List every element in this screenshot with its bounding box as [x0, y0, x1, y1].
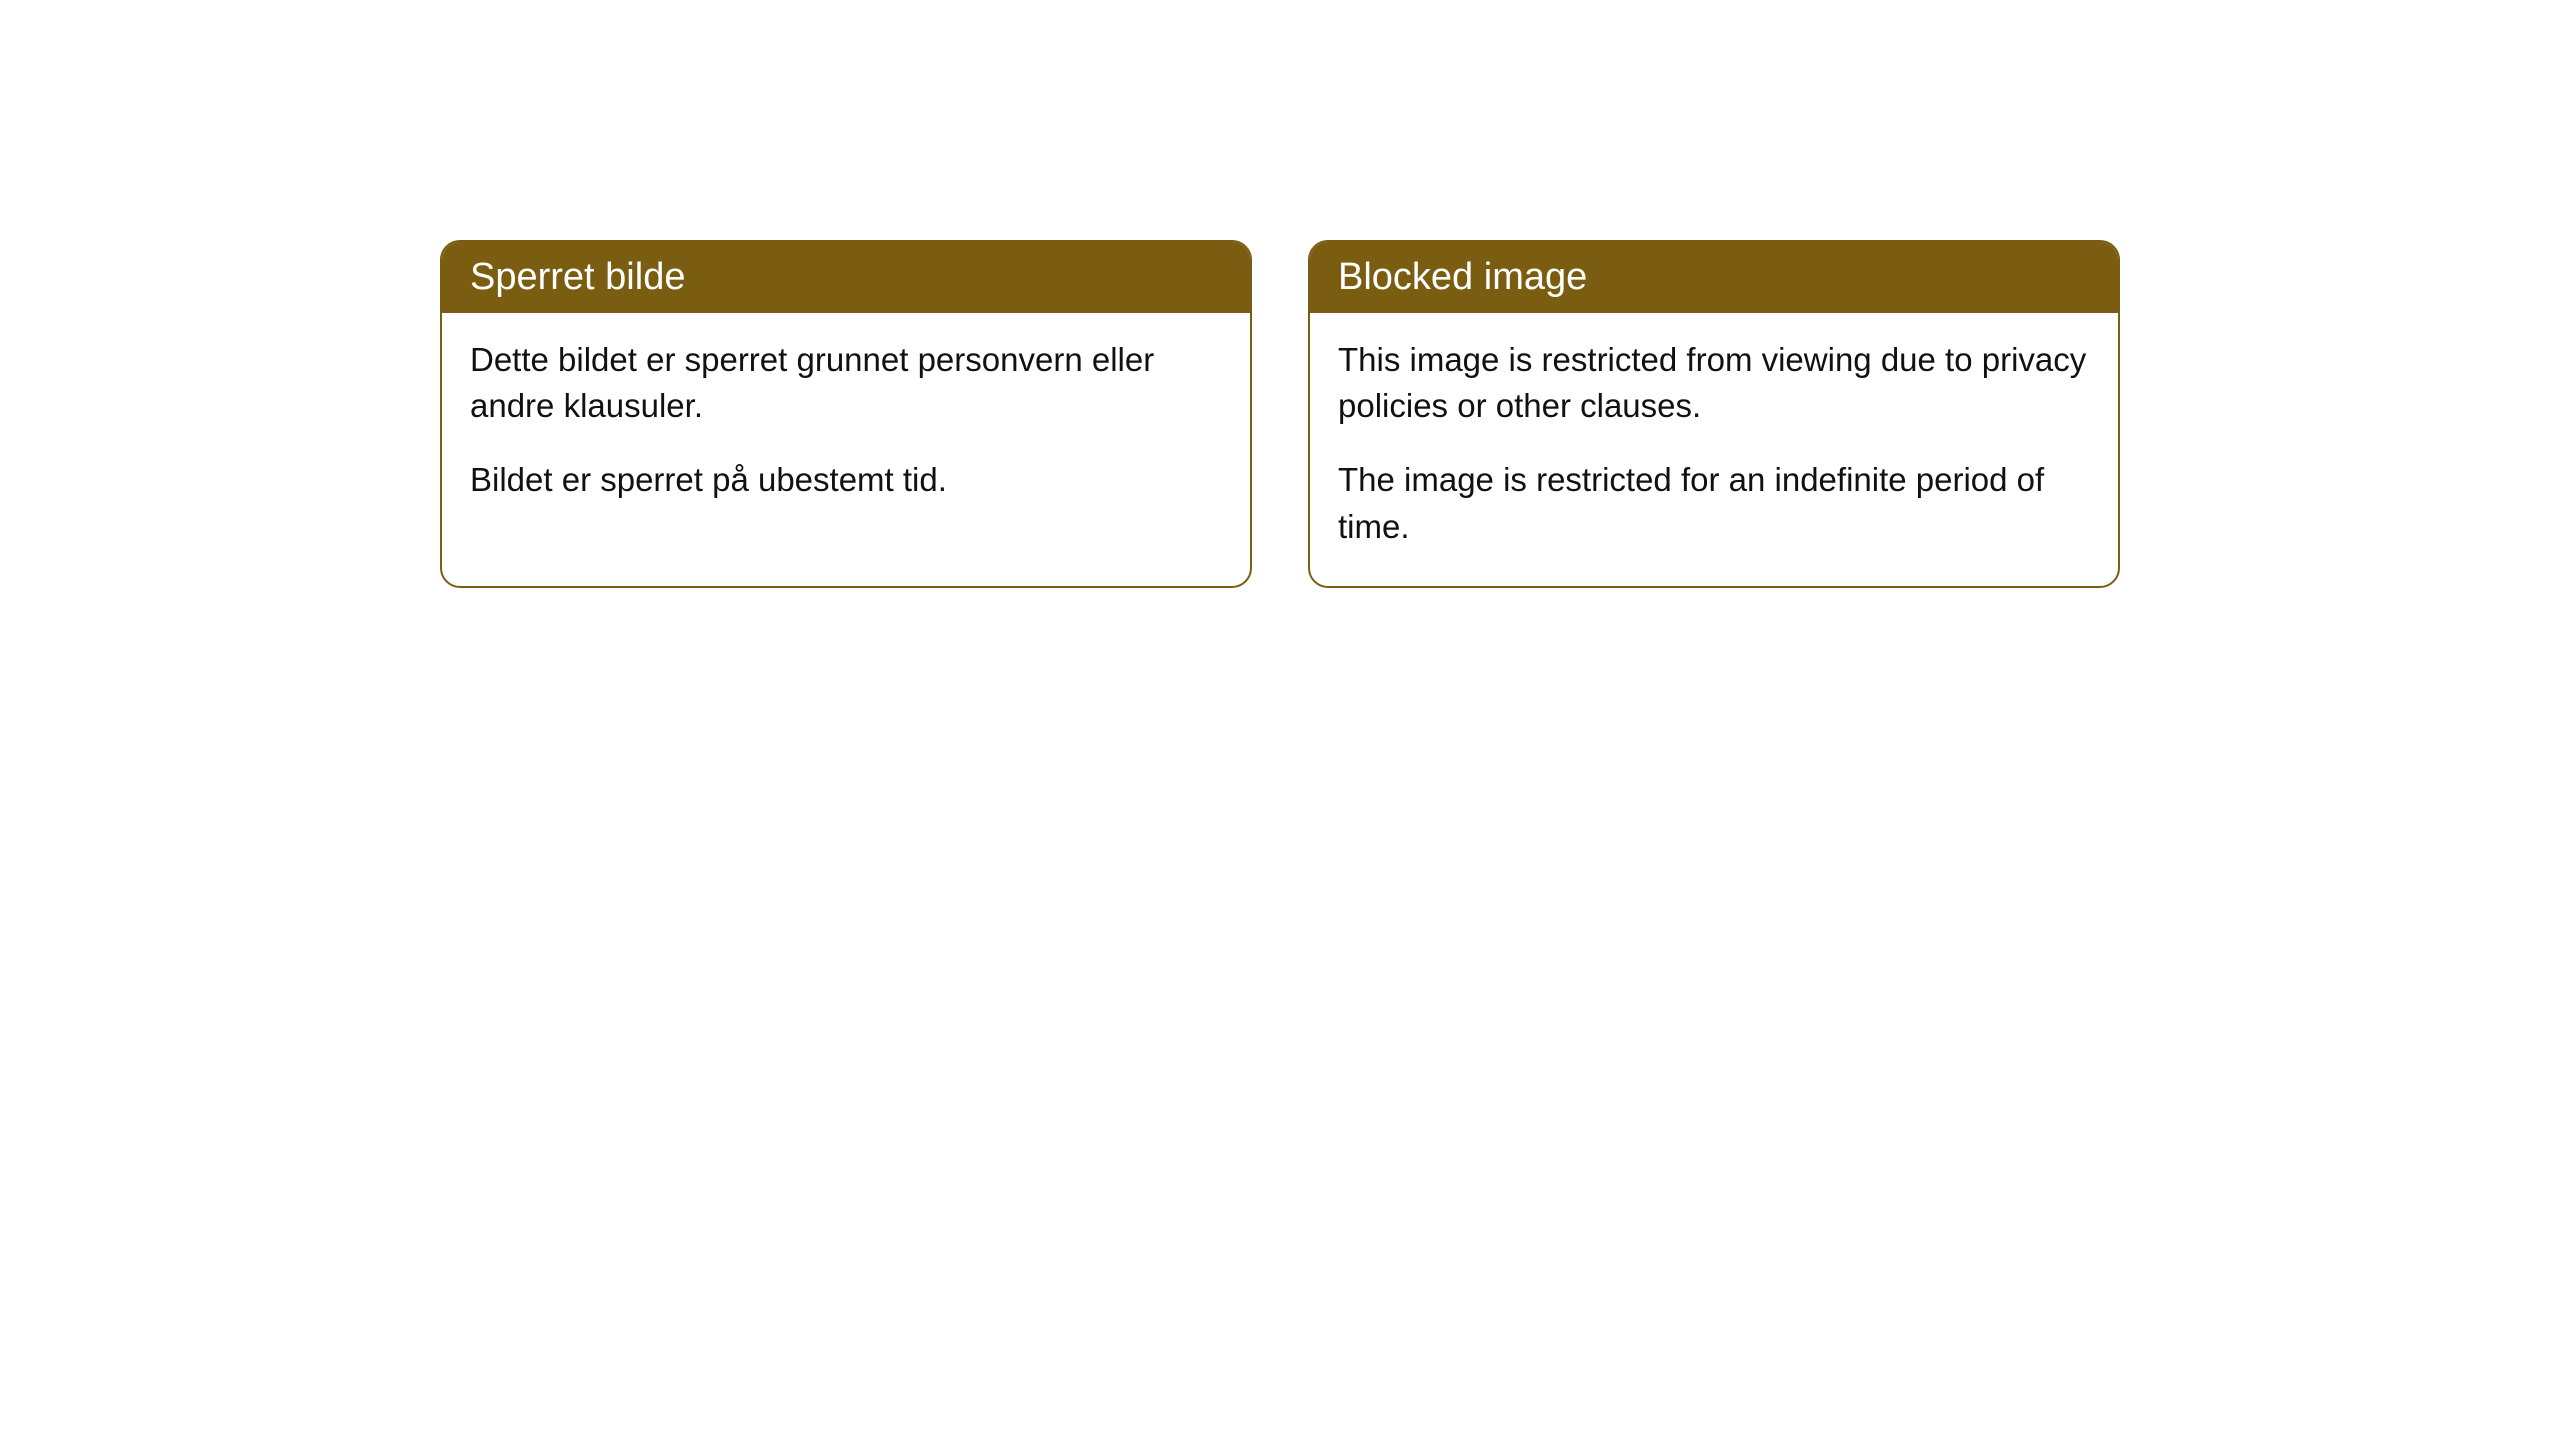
card-body: This image is restricted from viewing du…	[1310, 313, 2118, 586]
card-body: Dette bildet er sperret grunnet personve…	[442, 313, 1250, 540]
card-header: Blocked image	[1310, 242, 2118, 313]
notice-card-norwegian: Sperret bilde Dette bildet er sperret gr…	[440, 240, 1252, 588]
notice-text-line2: The image is restricted for an indefinit…	[1338, 457, 2090, 549]
notice-text-line2: Bildet er sperret på ubestemt tid.	[470, 457, 1222, 503]
notice-container: Sperret bilde Dette bildet er sperret gr…	[440, 240, 2120, 588]
notice-card-english: Blocked image This image is restricted f…	[1308, 240, 2120, 588]
card-header: Sperret bilde	[442, 242, 1250, 313]
notice-text-line1: Dette bildet er sperret grunnet personve…	[470, 337, 1222, 429]
notice-text-line1: This image is restricted from viewing du…	[1338, 337, 2090, 429]
